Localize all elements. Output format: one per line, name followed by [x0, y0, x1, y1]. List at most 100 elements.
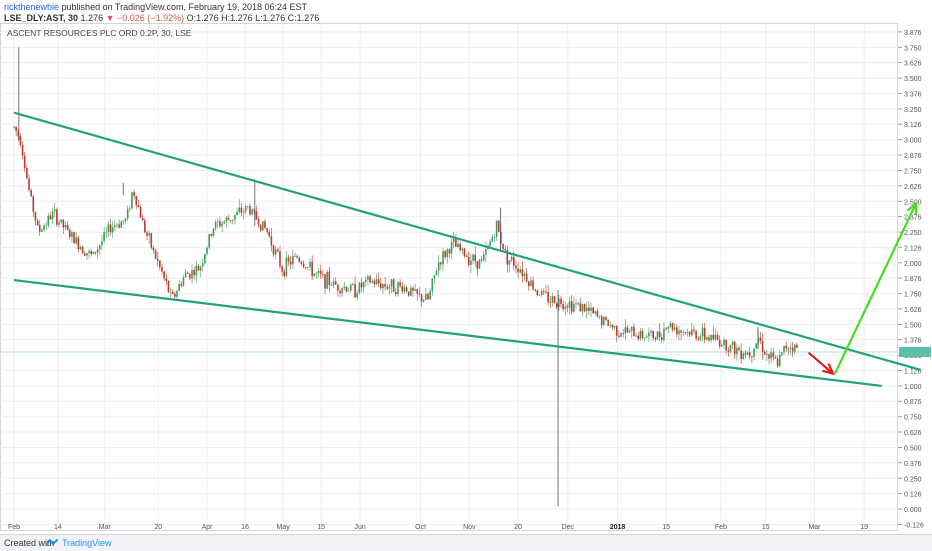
candle-body [410, 287, 412, 296]
candle-body [791, 347, 794, 352]
candle-body [129, 208, 131, 210]
candle-body [259, 224, 262, 231]
candle-body [364, 279, 367, 282]
candle-body [154, 250, 157, 259]
y-tick-label: 3.750 [904, 45, 922, 52]
x-tick-label: Mar [808, 524, 821, 531]
y-tick-label: 0.376 [904, 461, 922, 468]
candle-body [171, 291, 174, 295]
candle-body [448, 249, 451, 254]
y-tick-label: 2.126 [904, 245, 922, 252]
candle-body [761, 341, 764, 353]
candle-body [568, 301, 571, 308]
x-tick-label: 15 [762, 524, 770, 531]
candle-body [560, 298, 562, 305]
candle-body [182, 277, 185, 286]
candle-body [609, 325, 612, 326]
candle-body [682, 332, 685, 334]
candle-body [706, 337, 708, 340]
candle-body [247, 206, 249, 208]
candle-body [429, 291, 431, 300]
author-link[interactable]: rickthenewbie [4, 2, 60, 12]
candle-body [776, 358, 779, 367]
candle-body [319, 270, 322, 275]
y-tick-label: 2.376 [904, 215, 922, 222]
candle-body [47, 215, 50, 226]
y-tick-label: 0.126 [904, 492, 922, 499]
candle-body [137, 205, 140, 207]
down-arrow [807, 351, 834, 375]
candle-body [703, 327, 706, 340]
candle-body [362, 281, 365, 288]
y-tick-label: 1.376 [904, 338, 922, 345]
candle-body [223, 221, 226, 224]
y-tick-label: 1.626 [904, 307, 922, 314]
candle-body [772, 352, 775, 358]
candle-body [673, 327, 676, 330]
candle-body [345, 286, 348, 292]
candle-body [66, 224, 69, 230]
x-tick-label: 19 [860, 524, 868, 531]
candle-body [116, 224, 118, 226]
candle-body [307, 267, 309, 268]
candle-body [407, 291, 410, 296]
candle-body [637, 335, 639, 339]
price-chart[interactable]: 3.876 3.750 3.626 3.500 3.376 3.250 3.126 3.000… [0, 0, 932, 534]
candle-body [648, 332, 650, 337]
candle-body [624, 327, 627, 334]
candle-body [497, 220, 500, 232]
symbol-legend: LSE_DLY:AST, 30 1.276 ▼ −0.026 (−1.92%) … [4, 13, 319, 23]
candle-body [377, 279, 380, 284]
candle-body [736, 347, 738, 355]
candle-body [201, 263, 204, 267]
candles-group [13, 125, 798, 368]
candle-body [585, 307, 588, 312]
candle-body [62, 219, 65, 228]
candle-body [667, 326, 670, 329]
y-tick-label: 0.750 [904, 415, 922, 422]
candle-body [120, 221, 123, 228]
candle-body [534, 289, 537, 291]
candle-body [386, 286, 389, 289]
candle-body [686, 331, 689, 333]
candle-body [326, 271, 328, 289]
candle-body [594, 311, 597, 314]
candle-body [748, 352, 751, 357]
candle-body [124, 218, 127, 221]
candle-body [787, 348, 790, 350]
candle-body [695, 331, 697, 339]
candle-body [727, 350, 730, 352]
candle-body [455, 238, 457, 247]
candle-body [148, 233, 150, 236]
candle-body [64, 224, 67, 228]
candle-body [435, 270, 438, 276]
candle-body [281, 266, 283, 272]
candle-body [536, 290, 539, 295]
tradingview-brand[interactable]: TradingView [62, 538, 112, 548]
x-tick-label: Apr [202, 524, 214, 531]
candle-body [740, 350, 742, 360]
x-tick-label: May [276, 524, 290, 531]
candle-body [665, 328, 667, 330]
candle-body [512, 256, 515, 266]
candle-body [744, 353, 747, 355]
candle-body [530, 280, 532, 287]
candle-body [176, 290, 178, 297]
candle-body [214, 221, 217, 229]
candle-body [234, 215, 236, 220]
candle-body [347, 290, 350, 292]
candle-body [180, 283, 183, 286]
candle-body [51, 211, 54, 220]
tradingview-logo-icon[interactable] [46, 539, 58, 547]
candle-body [463, 248, 466, 257]
candle-body [13, 126, 15, 128]
candle-body [549, 302, 552, 304]
x-tick-label: 20 [154, 524, 162, 531]
candle-body [437, 262, 440, 271]
candle-body [459, 243, 461, 251]
candle-body [525, 273, 528, 282]
candle-body [482, 254, 485, 261]
candle-body [450, 242, 453, 254]
candle-body [141, 217, 144, 221]
candle-body [588, 307, 590, 311]
